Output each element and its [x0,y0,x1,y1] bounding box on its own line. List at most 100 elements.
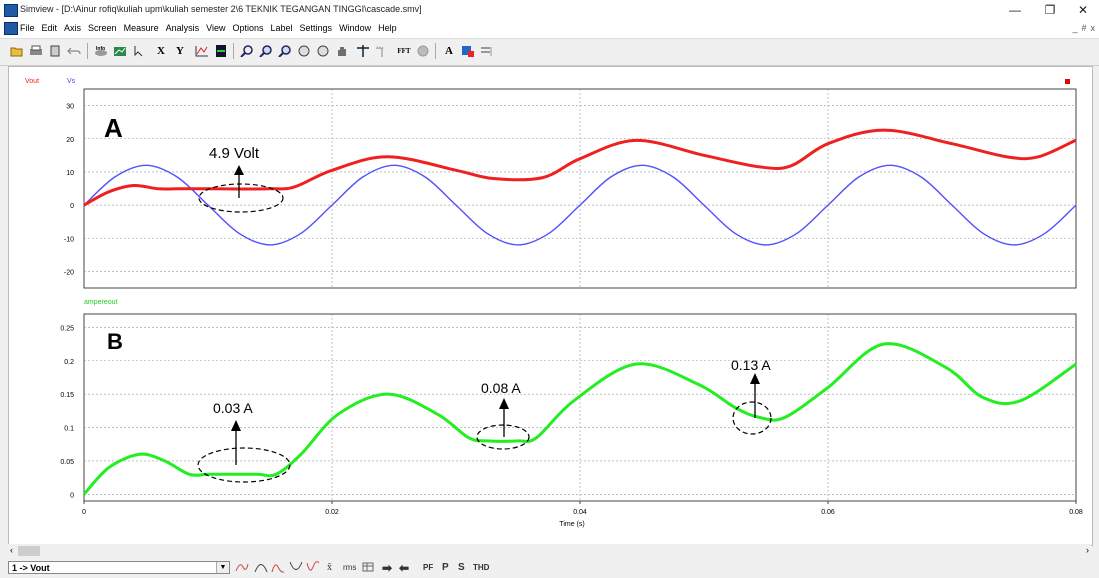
y-tick-label: 30 [66,104,74,111]
y-tick-label: 0.1 [64,426,74,433]
current-annotation-ellipse-3 [732,401,772,435]
y-tick-label: 0.15 [60,392,74,399]
circle-icon[interactable] [414,42,432,60]
undo-icon[interactable] [65,42,83,60]
y-axis-button[interactable]: Y [176,45,184,57]
chart-add-icon[interactable] [111,42,129,60]
menu-bar: File Edit Axis Screen Measure Analysis View Opt… [0,20,1099,38]
zoom-next-icon[interactable] [314,42,332,60]
fft-button[interactable]: FFT [397,47,411,55]
open-icon[interactable] [8,42,26,60]
plot-icon[interactable] [193,42,211,60]
horizontal-scrollbar[interactable]: ‹ › [8,544,1091,558]
zoom-icon[interactable] [238,42,256,60]
menu-item-options[interactable]: Options [232,23,264,33]
x-tick-label: 0.06 [821,509,835,516]
vs-series-line [83,164,1077,246]
mark-icon[interactable] [459,42,477,60]
menu-item-file[interactable]: File [20,23,35,33]
text-button[interactable]: A [445,45,453,57]
stack-icon[interactable] [478,42,496,60]
valley-icon[interactable] [289,561,303,575]
current-annotation-arrow-2 [499,398,509,409]
menu-item-screen[interactable]: Screen [88,23,117,33]
pointer-icon[interactable] [130,42,148,60]
legend-marker [1065,79,1070,84]
mdi-restore-button[interactable]: # [1081,23,1087,33]
scroll-right-icon[interactable]: › [1086,545,1089,555]
menu-item-measure[interactable]: Measure [123,23,159,33]
zoom-out-icon[interactable] [276,42,294,60]
current-annotation-arrow-3 [750,373,760,384]
wave-icon[interactable] [306,561,320,575]
y-tick-label: -10 [64,236,74,243]
pan-icon[interactable] [333,42,351,60]
zoom-in-icon[interactable] [257,42,275,60]
current-annotation-text-1: 0.03 A [213,400,253,416]
menu-item-label[interactable]: Label [270,23,293,33]
x-tick-label: 0 [82,509,86,516]
menu-item-view[interactable]: View [206,23,226,33]
menu-item-axis[interactable]: Axis [64,23,82,33]
y-tick-label: 0.2 [64,359,74,366]
vout-series-line [83,128,1077,207]
close-button[interactable]: ✕ [1077,3,1089,17]
info-icon[interactable]: Info [92,42,110,60]
print-icon[interactable] [27,42,45,60]
maximize-button[interactable]: ❐ [1044,3,1056,17]
min-icon[interactable] [254,561,268,575]
window-title: Simview - [D:\Ainur rofiq\kuliah upm\kul… [20,4,422,14]
y-tick-label: 0 [70,203,74,210]
y-tick-label: 20 [66,137,74,144]
y-tick-label: 0.05 [60,459,74,466]
waveform-plots[interactable]: Vout Vs 30 20 10 0 -10 -20 A 4.9 Volt ampereo… [9,67,1092,545]
plot-area[interactable]: Vout Vs 30 20 10 0 -10 -20 A 4.9 Volt ampereo… [8,66,1093,546]
thd-button[interactable]: THD [473,563,490,572]
current-annotation-arrow-1 [231,420,241,431]
menu-item-window[interactable]: Window [339,23,372,33]
peak-icon[interactable] [235,561,249,575]
svg-text:Abc: Abc [376,45,384,50]
x-axis-button[interactable]: X [157,45,165,57]
mdi-close-button[interactable]: x [1090,23,1096,33]
bottom-toolbar: 1 -> Vout ▼ x̄ rms ➡ ⬅ PF P S THD [0,560,1099,576]
panel-label-a: A [104,113,123,143]
zoom-prev-icon[interactable] [295,42,313,60]
x-tick-label: 0.04 [573,509,587,516]
trace-select[interactable]: 1 -> Vout ▼ [8,561,230,574]
screen-icon[interactable] [212,42,230,60]
panel-label-b: B [107,329,123,354]
menu-item-settings[interactable]: Settings [299,23,333,33]
cursor-icon[interactable] [354,42,372,60]
cursor-text-icon[interactable]: Abc [373,42,391,60]
trace-select-value: 1 -> Vout [12,563,50,573]
max-icon[interactable] [271,561,285,575]
x-tick-label: 0.08 [1069,509,1083,516]
mdi-minimize-button[interactable]: _ [1072,23,1078,33]
rms-button[interactable]: rms [343,563,357,572]
ampereout-series-line [82,342,1077,496]
s-button[interactable]: S [458,562,465,573]
legend-ampereout: ampereout [84,299,118,306]
current-annotation-text-3: 0.13 A [731,357,771,373]
p-button[interactable]: P [442,562,449,573]
title-bar: Simview - [D:\Ainur rofiq\kuliah upm\kul… [0,0,1099,20]
average-button[interactable]: x̄ [327,562,332,573]
menu-item-edit[interactable]: Edit [41,23,58,33]
next-icon[interactable]: ➡ [382,561,393,575]
prev-icon[interactable]: ⬅ [399,561,410,575]
chevron-down-icon[interactable]: ▼ [216,562,229,573]
minimize-button[interactable]: — [1009,3,1021,17]
x-tick-label: 0.02 [325,509,339,516]
x-axis-label: Time (s) [559,521,584,528]
document-icon[interactable] [4,22,18,35]
menu-item-analysis[interactable]: Analysis [165,23,200,33]
pf-button[interactable]: PF [423,563,434,572]
vout-annotation-ellipse [198,183,284,213]
copy-icon[interactable] [46,42,64,60]
current-panel: ampereout 0.25 0.2 0.15 0.1 0.05 0 0 0.02 0.04 0.… [60,299,1083,528]
scroll-thumb[interactable] [18,546,40,556]
table-icon[interactable] [362,561,374,575]
scroll-left-icon[interactable]: ‹ [10,545,13,555]
menu-item-help[interactable]: Help [378,23,397,33]
